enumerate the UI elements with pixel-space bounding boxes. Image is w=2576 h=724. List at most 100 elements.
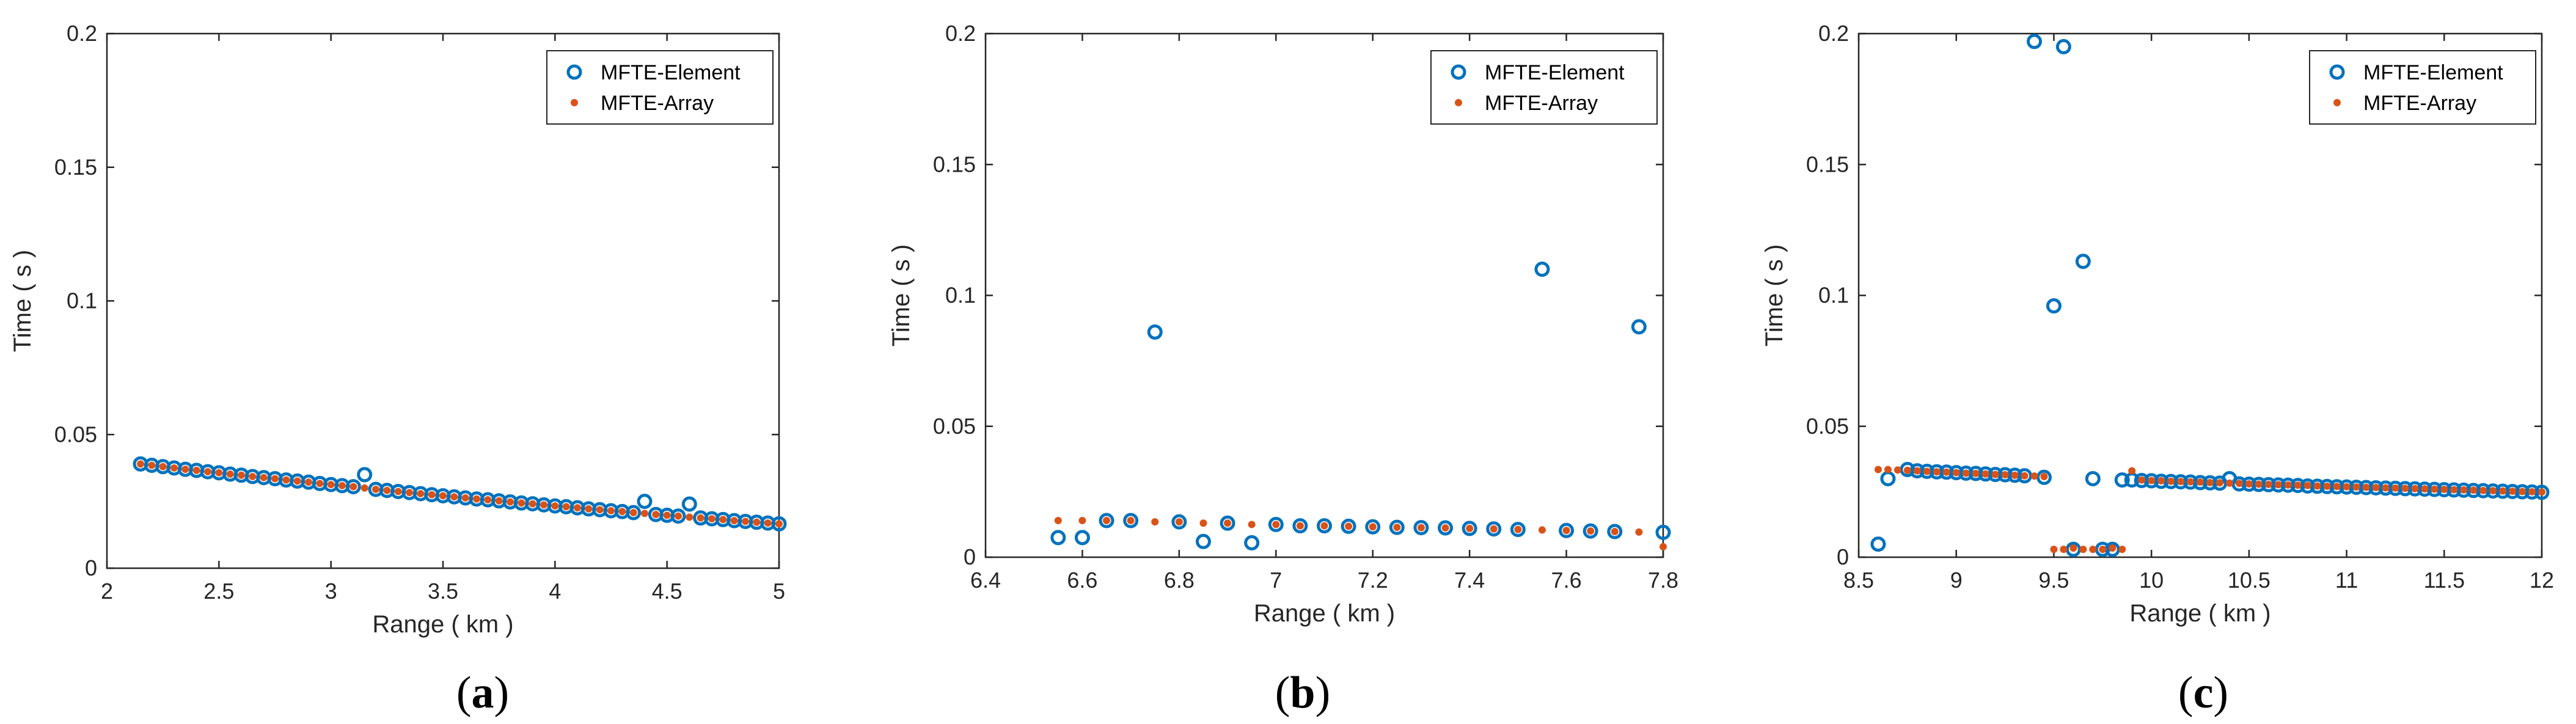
data-point-element <box>2534 484 2550 500</box>
x-tick-label: 6.8 <box>1164 568 1195 593</box>
panel-caption: (a) <box>456 668 509 718</box>
data-point-array <box>372 485 379 493</box>
x-tick-label: 5 <box>773 579 785 604</box>
y-tick-label: 0 <box>964 544 976 569</box>
y-tick-label: 0.1 <box>945 283 976 308</box>
data-point-array <box>518 499 525 507</box>
data-point-array <box>2352 483 2360 491</box>
data-point-array <box>2323 482 2331 490</box>
data-point-array <box>1562 527 1570 535</box>
series-mfte-array <box>137 460 783 528</box>
data-point-array <box>192 466 200 474</box>
x-tick-label: 11 <box>2335 568 2358 593</box>
data-point-array <box>1923 467 1931 475</box>
data-point-array <box>2294 481 2302 489</box>
data-point-element <box>1655 524 1671 540</box>
data-point-array <box>2245 480 2253 488</box>
data-point-element <box>1909 463 1925 479</box>
data-point-array <box>1972 469 1980 477</box>
data-point-element <box>1268 516 1284 532</box>
x-tick-label: 7 <box>1270 568 1282 593</box>
data-point-array <box>1903 466 1911 474</box>
data-point-array <box>2450 486 2458 494</box>
data-point-array <box>507 498 514 506</box>
data-point-array <box>607 506 615 514</box>
data-point-array <box>2255 480 2263 488</box>
series-mfte-array <box>1054 517 1667 550</box>
data-point-element <box>345 479 361 495</box>
data-point-element <box>771 516 787 532</box>
y-tick-label: 0 <box>85 555 97 580</box>
data-point-element <box>1978 466 1994 482</box>
legend-box <box>1430 50 1658 125</box>
panel-caption: (b) <box>1275 668 1330 718</box>
data-point-element <box>1607 524 1623 539</box>
data-point-element <box>1948 465 1964 481</box>
data-point-array <box>2225 479 2233 487</box>
data-point-array <box>495 497 503 505</box>
x-tick-label: 7.2 <box>1358 568 1388 593</box>
data-point-array <box>675 512 682 520</box>
data-point-element <box>1292 518 1308 534</box>
data-point-array <box>2206 478 2214 486</box>
data-point-array <box>2382 484 2390 492</box>
legend: MFTE-Element MFTE-Array <box>2309 50 2536 125</box>
data-point-array <box>1151 518 1159 526</box>
data-point-array <box>226 470 234 478</box>
x-tick-label: 8.5 <box>1843 568 1874 593</box>
data-point-array <box>2030 472 2038 480</box>
x-tick-label: 4.5 <box>652 579 682 604</box>
data-point-element <box>1438 520 1454 536</box>
data-point-array <box>2216 479 2223 487</box>
data-point-element <box>2114 472 2130 488</box>
data-point-array <box>574 504 581 512</box>
legend: MFTE-Element MFTE-Array <box>546 50 774 125</box>
data-point-element <box>1123 513 1139 528</box>
data-point-element <box>1510 522 1526 538</box>
data-point-array <box>2040 473 2048 481</box>
caption-close-paren: ) <box>494 668 510 718</box>
data-point-element <box>1900 461 1916 477</box>
legend-marker-element <box>1451 64 1466 80</box>
data-point-array <box>562 503 570 511</box>
data-point-array <box>316 480 324 488</box>
x-tick-label: 4 <box>549 579 561 604</box>
data-point-array <box>2343 483 2351 491</box>
x-tick-label: 3.5 <box>428 579 458 604</box>
data-point-element <box>1171 514 1187 530</box>
x-tick-label: 10 <box>2139 568 2164 593</box>
y-tick-label: 0.15 <box>1806 152 1849 177</box>
data-point-array <box>2470 486 2478 494</box>
series-mfte-array <box>1874 466 2545 554</box>
data-point-array <box>249 472 257 480</box>
data-point-array <box>641 510 648 517</box>
data-point-array <box>282 476 290 484</box>
legend-marker-element <box>566 64 582 80</box>
caption-close-paren: ) <box>2213 668 2228 718</box>
data-point-array <box>1894 466 1901 474</box>
data-point-array <box>1466 524 1474 532</box>
legend-marker-element <box>2329 64 2345 80</box>
x-tick-label: 7.4 <box>1454 568 1485 593</box>
legend-label: MFTE-Array <box>2363 92 2476 115</box>
data-point-element <box>1220 515 1235 531</box>
data-point-array <box>2401 484 2409 492</box>
data-point-array <box>2099 546 2107 554</box>
data-point-array <box>708 515 715 523</box>
data-point-element <box>1389 519 1405 535</box>
x-tick-label: 12 <box>2530 568 2554 593</box>
data-point-element <box>2055 38 2071 54</box>
data-point-array <box>1981 470 1989 478</box>
data-point-element <box>1195 533 1211 549</box>
data-point-array <box>1538 526 1546 534</box>
y-tick-label: 0.2 <box>67 21 97 46</box>
x-tick-label: 6.4 <box>970 568 1001 593</box>
x-tick-label: 3 <box>325 579 337 604</box>
data-point-array <box>159 463 167 470</box>
legend-marker-array <box>2333 99 2341 106</box>
data-point-array <box>2431 485 2439 493</box>
data-point-array <box>764 519 772 527</box>
data-point-element <box>1050 530 1066 546</box>
data-point-array <box>1635 528 1643 536</box>
data-point-array <box>260 474 268 481</box>
